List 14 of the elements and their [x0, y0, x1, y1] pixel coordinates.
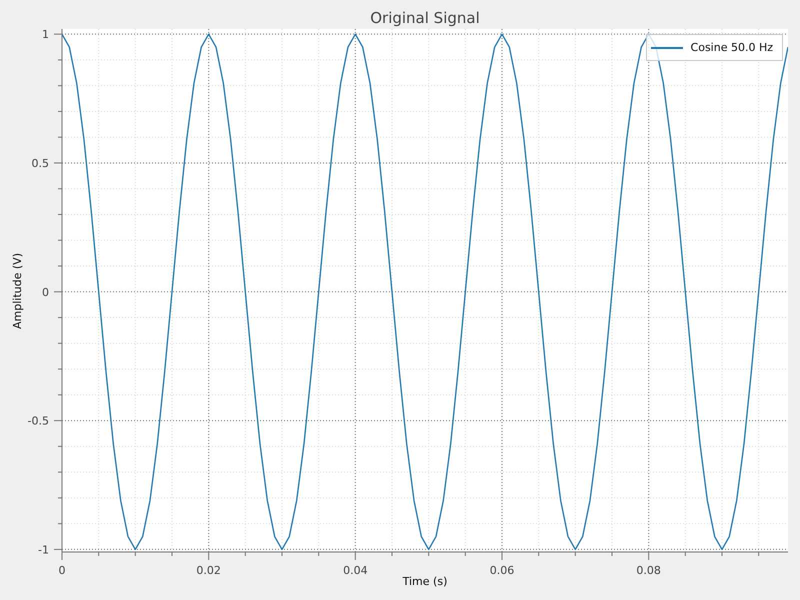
- chart-title: Original Signal: [369, 9, 481, 27]
- y-tick-label: -1: [38, 543, 49, 556]
- x-tick-label: 0.02: [196, 564, 221, 577]
- x-tick-label: 0.08: [636, 564, 661, 577]
- x-tick-label: 0.06: [490, 564, 514, 577]
- y-tick-label: -0.5: [28, 414, 49, 428]
- legend-label: Cosine 50.0 Hz: [690, 41, 773, 54]
- y-tick-label: 0.5: [32, 156, 49, 170]
- y-axis-title: Amplitude (V): [11, 252, 25, 328]
- y-tick-label: 0: [42, 286, 49, 299]
- x-tick-label: 0: [58, 564, 66, 577]
- x-axis-title: Time (s): [402, 575, 448, 588]
- x-tick-label: 0.04: [343, 564, 368, 577]
- y-tick-label: 1: [42, 28, 49, 42]
